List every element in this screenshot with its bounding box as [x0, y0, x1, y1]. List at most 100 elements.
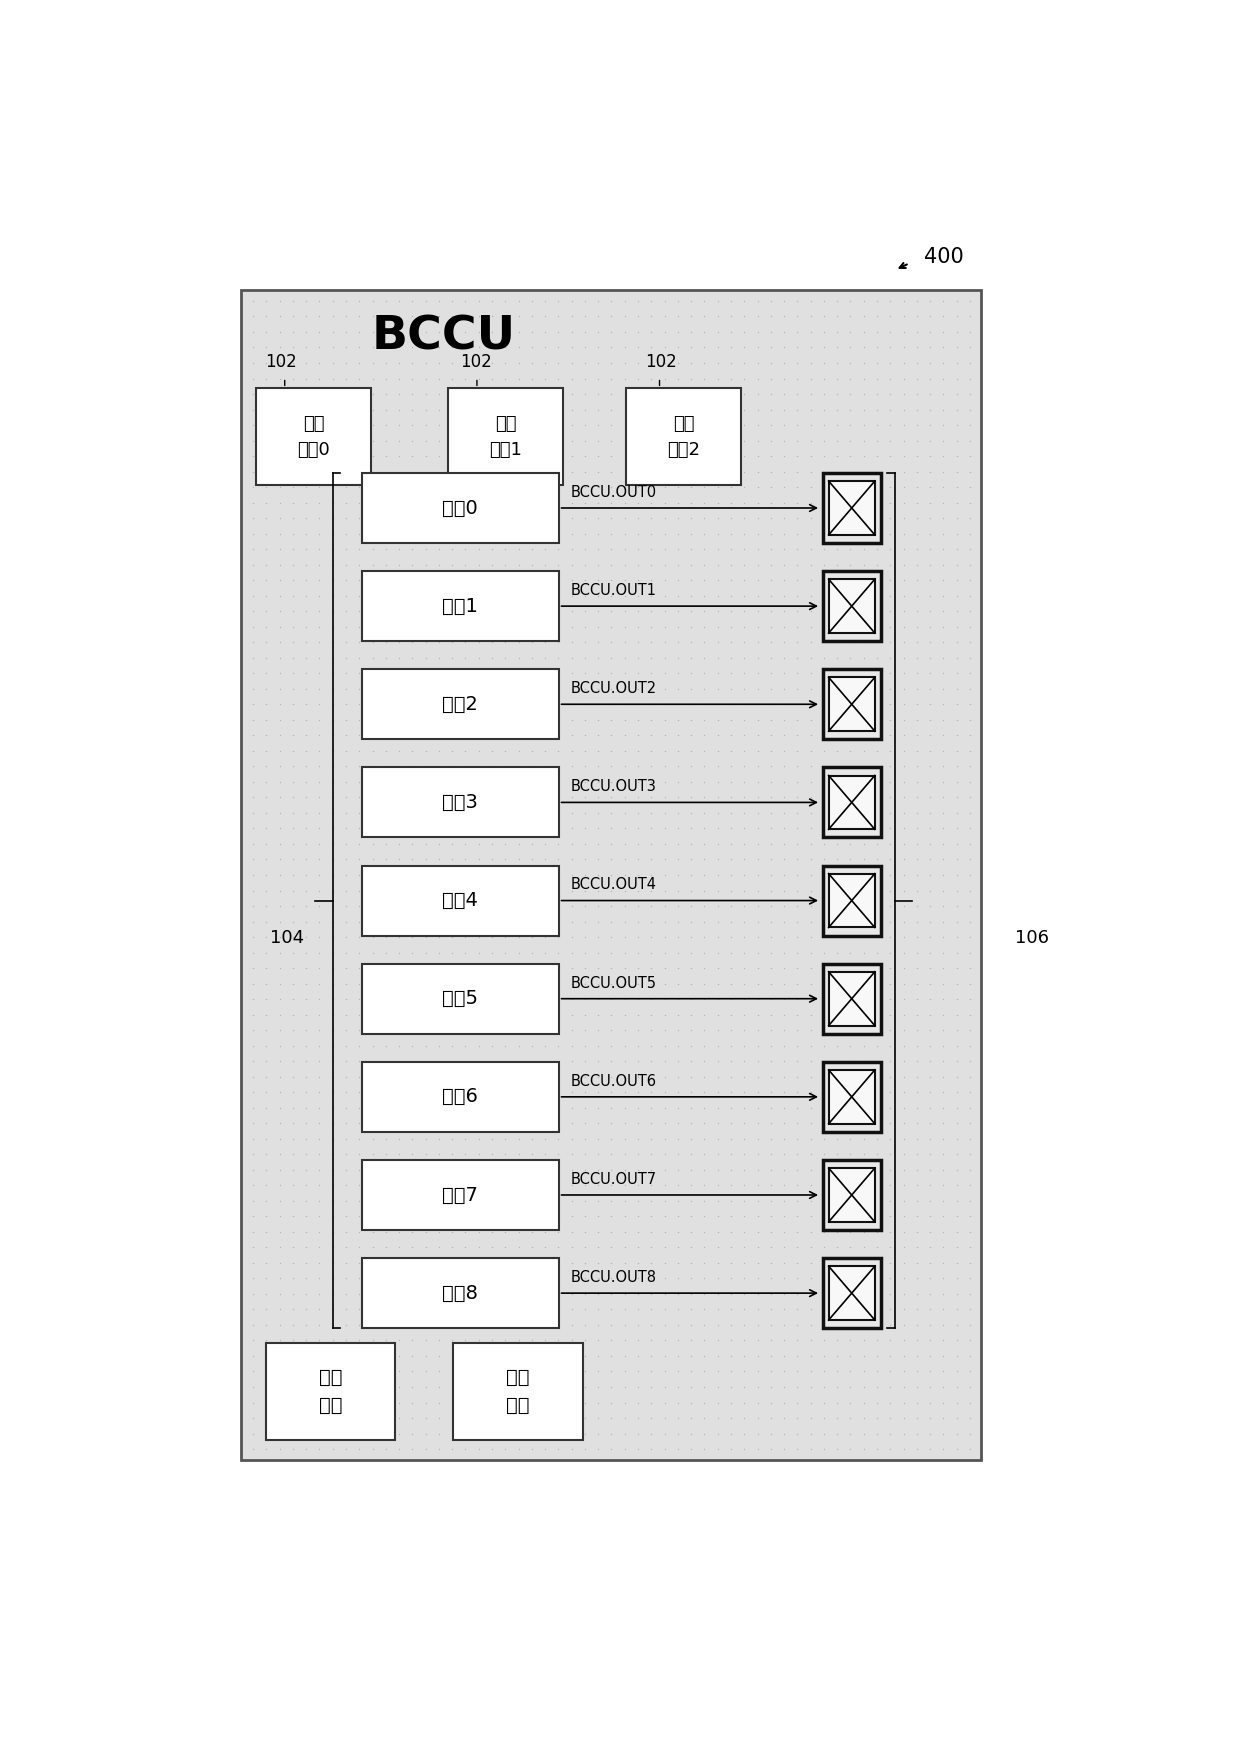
Point — [601, 829, 621, 857]
Point — [508, 581, 528, 609]
Point — [748, 365, 768, 393]
Point — [681, 333, 701, 361]
Point — [615, 1327, 635, 1355]
Point — [376, 705, 396, 733]
Point — [257, 1032, 277, 1060]
Point — [655, 1109, 675, 1137]
Point — [774, 410, 794, 438]
Point — [415, 550, 435, 578]
Point — [655, 876, 675, 904]
Point — [867, 1063, 887, 1091]
Point — [920, 1219, 940, 1247]
Point — [880, 721, 900, 749]
Point — [350, 520, 370, 548]
Point — [774, 660, 794, 688]
Point — [495, 676, 515, 704]
Point — [575, 1048, 595, 1076]
Point — [269, 1032, 289, 1060]
Point — [601, 1327, 621, 1355]
Point — [748, 644, 768, 672]
Point — [720, 396, 740, 424]
Point — [455, 753, 475, 780]
Point — [601, 753, 621, 780]
Point — [960, 953, 980, 981]
Point — [562, 302, 582, 330]
Point — [801, 1063, 821, 1091]
Point — [813, 861, 833, 889]
Point — [243, 1156, 263, 1184]
Point — [906, 924, 926, 952]
Point — [629, 1358, 649, 1386]
Point — [694, 768, 714, 796]
Point — [296, 302, 316, 330]
Point — [681, 644, 701, 672]
Point — [615, 566, 635, 594]
Point — [708, 520, 728, 548]
Point — [296, 1311, 316, 1339]
Point — [548, 1419, 568, 1447]
Point — [841, 892, 861, 920]
Point — [761, 784, 781, 812]
Point — [350, 1404, 370, 1432]
Point — [257, 1358, 277, 1386]
Point — [655, 536, 675, 564]
Point — [588, 1419, 608, 1447]
Point — [403, 660, 423, 688]
Point — [443, 1124, 463, 1152]
Point — [310, 1311, 330, 1339]
Point — [482, 1140, 502, 1168]
Point — [867, 566, 887, 594]
Point — [482, 876, 502, 904]
Point — [801, 550, 821, 578]
Point — [827, 644, 847, 672]
Point — [708, 1124, 728, 1152]
Point — [880, 426, 900, 454]
Point — [376, 365, 396, 393]
Point — [536, 1404, 556, 1432]
Point — [880, 550, 900, 578]
Point — [522, 892, 542, 920]
Point — [748, 861, 768, 889]
Point — [548, 1404, 568, 1432]
Point — [575, 302, 595, 330]
Point — [748, 1419, 768, 1447]
Point — [934, 953, 954, 981]
Point — [894, 1109, 914, 1137]
Point — [601, 939, 621, 967]
Point — [536, 1156, 556, 1184]
Point — [615, 985, 635, 1013]
Point — [243, 676, 263, 704]
Point — [296, 457, 316, 485]
Point — [906, 753, 926, 780]
Point — [801, 1124, 821, 1152]
Point — [469, 814, 489, 842]
Point — [655, 753, 675, 780]
Point — [362, 1419, 382, 1447]
Point — [668, 908, 688, 936]
Point — [389, 1296, 409, 1323]
Point — [813, 644, 833, 672]
Point — [681, 1419, 701, 1447]
Point — [482, 1093, 502, 1121]
Point — [283, 1233, 303, 1261]
Point — [734, 581, 754, 609]
Bar — [828, 775, 874, 829]
Point — [867, 1264, 887, 1292]
Point — [243, 426, 263, 454]
Point — [827, 985, 847, 1013]
Point — [681, 629, 701, 656]
Point — [588, 1343, 608, 1371]
Point — [934, 1093, 954, 1121]
Point — [681, 1388, 701, 1416]
Point — [894, 1079, 914, 1107]
Point — [322, 1435, 342, 1463]
Point — [960, 924, 980, 952]
Point — [813, 660, 833, 688]
Point — [668, 1343, 688, 1371]
Point — [694, 1296, 714, 1323]
Point — [403, 721, 423, 749]
Text: 102: 102 — [265, 353, 298, 370]
Point — [403, 473, 423, 501]
Point — [257, 333, 277, 361]
Point — [894, 1311, 914, 1339]
